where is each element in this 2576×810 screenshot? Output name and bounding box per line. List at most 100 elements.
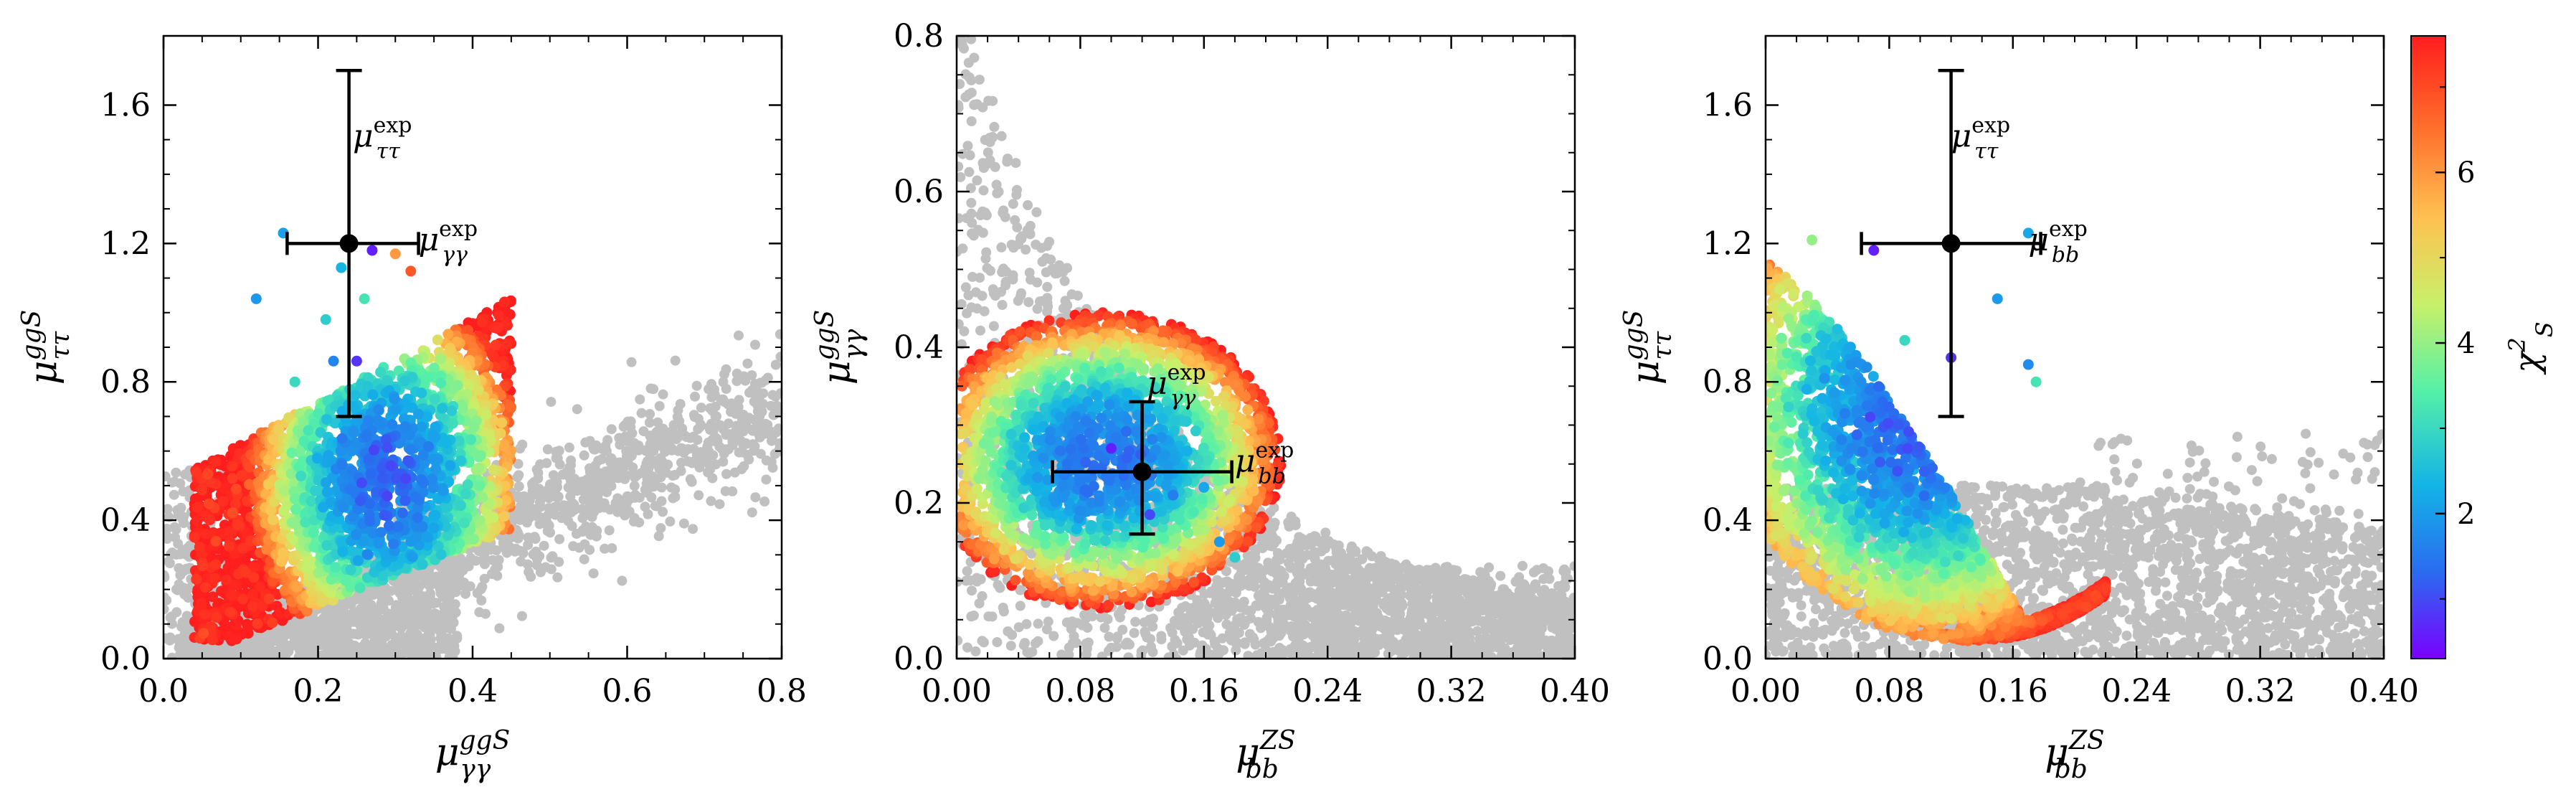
scatter-point: [224, 606, 236, 618]
grey-point: [606, 424, 617, 435]
scatter-point: [475, 450, 486, 461]
grey-point: [267, 651, 278, 659]
scatter-point: [291, 581, 303, 593]
grey-point: [267, 630, 278, 641]
grey-point: [655, 523, 666, 534]
scatter-point: [295, 471, 307, 481]
grey-point: [353, 649, 363, 659]
scatter-point: [227, 461, 238, 472]
grey-point: [676, 466, 686, 476]
grey-point: [771, 427, 782, 438]
grey-point: [627, 469, 638, 480]
grey-point: [579, 525, 589, 536]
scatter-point: [435, 353, 446, 364]
scatter-point: [224, 540, 235, 552]
scatter-point: [428, 522, 440, 534]
grey-point: [211, 650, 222, 659]
scatter-point: [237, 593, 249, 605]
grey-point: [633, 441, 644, 451]
scatter-point: [465, 434, 476, 446]
grey-point: [722, 399, 733, 410]
grey-point: [465, 581, 475, 592]
grey-point: [476, 595, 487, 606]
grey-point: [719, 369, 729, 380]
grey-point: [375, 588, 386, 598]
scatter-point: [230, 619, 242, 631]
grey-point: [171, 467, 181, 478]
scatter-point: [427, 474, 438, 484]
scatter-point: [279, 485, 290, 496]
grey-point: [656, 496, 667, 507]
grey-point: [714, 499, 725, 509]
scatter-point: [248, 561, 260, 573]
grey-point: [559, 500, 569, 511]
grey-point: [440, 639, 451, 650]
grey-point: [452, 633, 463, 644]
grey-point: [181, 621, 192, 632]
scatter-point: [316, 596, 328, 607]
scatter-point: [309, 542, 321, 553]
grey-point: [653, 531, 664, 542]
scatter-point: [432, 334, 443, 346]
plot-area: [164, 227, 782, 659]
scatter-point: [194, 541, 205, 552]
grey-point: [582, 474, 592, 484]
scatter-point: [490, 339, 501, 351]
grey-point: [705, 464, 716, 475]
grey-point: [170, 532, 181, 543]
scatter-point: [282, 500, 293, 512]
scatter-point: [417, 521, 428, 532]
grey-point: [747, 385, 757, 395]
scatter-point: [191, 515, 203, 527]
scatter-point: [446, 405, 458, 417]
grey-point: [648, 471, 658, 481]
scatter-point: [442, 329, 454, 340]
grey-point: [602, 446, 612, 456]
scatter-point: [207, 591, 219, 603]
grey-point: [566, 455, 577, 466]
grey-point: [706, 496, 716, 507]
grey-point: [523, 559, 533, 570]
scatter-point: [321, 477, 332, 489]
grey-point: [574, 479, 585, 490]
scatter-point: [468, 421, 480, 433]
grey-point: [544, 503, 554, 513]
grey-point: [166, 652, 177, 659]
scatter-point: [345, 545, 356, 557]
scatter-point: [473, 385, 484, 396]
grey-point: [678, 518, 689, 529]
grey-point: [523, 532, 534, 543]
scatter-point: [328, 472, 339, 484]
grey-point: [494, 623, 505, 634]
grey-point: [364, 601, 374, 612]
grey-point: [690, 391, 700, 402]
grey-point: [694, 462, 705, 473]
scatter-point: [278, 547, 289, 559]
scatter-point: [349, 390, 361, 401]
scatter-point: [300, 517, 311, 528]
scatter-point: [191, 466, 202, 478]
scatter-point: [416, 387, 427, 399]
scatter-point: [237, 542, 249, 554]
grey-point: [738, 413, 749, 424]
scatter-point: [223, 630, 235, 641]
grey-point: [739, 461, 749, 471]
scatter-point: [189, 616, 200, 627]
grey-point: [568, 541, 579, 552]
grey-point: [356, 618, 367, 628]
scatter-point: [427, 453, 439, 465]
scatter-point: [462, 479, 473, 490]
scatter-point: [399, 421, 411, 432]
grey-point: [424, 631, 435, 642]
scatter-point: [416, 421, 427, 433]
grey-point: [318, 613, 329, 623]
scatter-point: [290, 504, 302, 515]
scatter-point: [362, 380, 374, 392]
grey-point: [641, 445, 651, 456]
scatter-point: [435, 549, 447, 560]
scatter-point: [321, 486, 333, 498]
grey-point: [767, 390, 778, 400]
scatter-point: [273, 424, 285, 435]
scatter-point: [399, 375, 410, 387]
scatter-point: [257, 600, 268, 611]
